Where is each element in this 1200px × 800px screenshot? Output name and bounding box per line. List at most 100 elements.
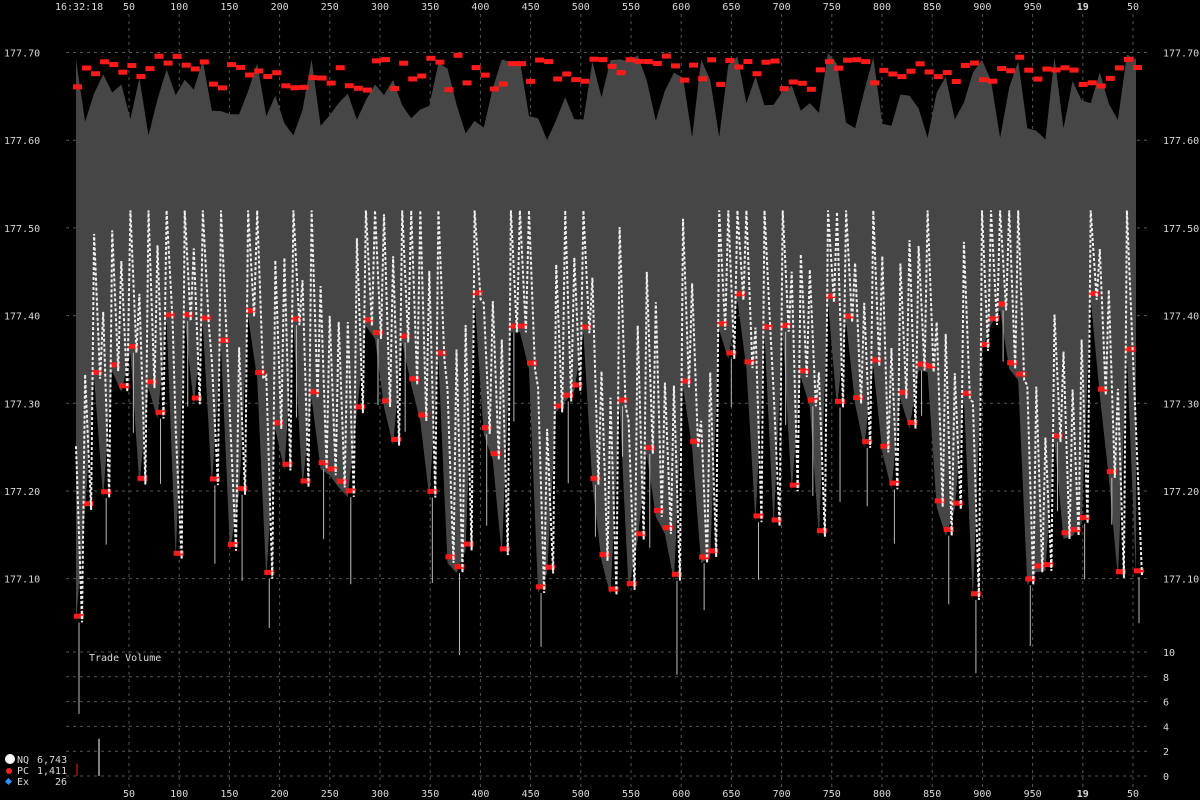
pc-low-marker bbox=[835, 398, 846, 404]
pc-top-marker bbox=[353, 85, 363, 91]
time-tick-label-bottom: 900 bbox=[973, 789, 991, 800]
volume-tick-label: 8 bbox=[1163, 673, 1169, 684]
pc-low-marker bbox=[554, 403, 565, 409]
pc-top-marker bbox=[761, 59, 771, 65]
price-tick-label-left: 177.50 bbox=[4, 224, 40, 235]
pc-top-marker bbox=[181, 62, 191, 68]
pc-top-marker bbox=[906, 68, 916, 74]
pc-low-marker bbox=[336, 478, 347, 484]
pc-low-marker bbox=[1007, 360, 1018, 366]
time-tick-label-bottom: 800 bbox=[873, 789, 891, 800]
volume-tick-label: 10 bbox=[1163, 648, 1175, 659]
pc-low-marker bbox=[798, 368, 809, 374]
pc-top-marker bbox=[1006, 68, 1016, 74]
pc-top-marker bbox=[535, 57, 545, 63]
price-tick-label-left: 177.60 bbox=[4, 136, 40, 147]
pc-top-marker bbox=[1087, 80, 1097, 86]
pc-low-marker bbox=[644, 445, 655, 451]
time-tick-label-top: 300 bbox=[371, 2, 389, 13]
pc-top-marker bbox=[507, 61, 517, 67]
pc-top-marker bbox=[834, 65, 844, 71]
price-tick-label-left: 177.70 bbox=[4, 49, 40, 60]
pc-low-marker bbox=[825, 293, 836, 299]
price-tick-label-right: 177.20 bbox=[1163, 487, 1199, 498]
time-tick-label-bottom: 250 bbox=[321, 789, 339, 800]
pc-top-marker bbox=[100, 59, 110, 65]
pc-top-marker bbox=[199, 59, 209, 65]
pc-low-marker bbox=[581, 324, 592, 330]
pc-low-marker bbox=[970, 591, 981, 597]
pc-low-marker bbox=[1034, 563, 1045, 569]
time-tick-label-top: 400 bbox=[471, 2, 489, 13]
time-tick-label-bottom: 700 bbox=[773, 789, 791, 800]
time-tick-label-top: 500 bbox=[572, 2, 590, 13]
time-tick-label-top: 750 bbox=[823, 2, 841, 13]
pc-low-marker bbox=[726, 350, 737, 356]
trade-drop-lines bbox=[78, 310, 1140, 714]
pc-top-marker bbox=[73, 84, 82, 90]
legend-pc-symbol: PC bbox=[17, 766, 29, 777]
pc-top-marker bbox=[172, 53, 182, 59]
pc-low-marker bbox=[110, 362, 121, 368]
pc-top-marker bbox=[725, 57, 735, 63]
pc-low-marker bbox=[653, 508, 664, 514]
time-tick-label-top: 250 bbox=[321, 2, 339, 13]
pc-low-marker bbox=[1043, 562, 1054, 568]
pc-low-marker bbox=[354, 404, 365, 410]
pc-low-marker bbox=[952, 500, 963, 506]
pc-top-marker bbox=[616, 70, 626, 76]
volume-tick-label: 0 bbox=[1163, 772, 1169, 783]
volume-panel: 10 8 6 4 2 0 bbox=[66, 648, 1175, 783]
pc-top-marker bbox=[698, 76, 708, 82]
pc-low-marker bbox=[119, 383, 130, 389]
pc-low-marker bbox=[237, 485, 248, 491]
pc-low-marker bbox=[789, 482, 800, 488]
pc-top-marker bbox=[308, 75, 318, 81]
pc-top-marker bbox=[997, 66, 1007, 72]
time-tick-label-top: 900 bbox=[973, 2, 991, 13]
pc-low-marker bbox=[1134, 568, 1144, 574]
pc-low-marker bbox=[943, 526, 954, 532]
legend: NQ 6,743 PC 1,411 Ex 26 bbox=[4, 754, 67, 788]
pc-low-marker bbox=[717, 321, 728, 327]
pc-top-marker bbox=[299, 84, 309, 90]
pc-low-marker bbox=[626, 581, 637, 587]
pc-top-marker bbox=[1069, 67, 1079, 73]
pc-low-marker bbox=[690, 438, 701, 444]
pc-top-marker bbox=[933, 74, 943, 80]
price-tick-label-left: 177.40 bbox=[4, 312, 40, 323]
pc-top-marker bbox=[471, 65, 481, 71]
time-tick-label-top: 450 bbox=[522, 2, 540, 13]
volume-tick-label: 2 bbox=[1163, 747, 1169, 758]
pc-top-marker bbox=[335, 65, 345, 71]
pc-low-marker bbox=[300, 478, 311, 484]
legend-ex-count: 26 bbox=[55, 777, 67, 788]
pc-low-marker bbox=[599, 552, 610, 558]
pc-top-marker bbox=[707, 57, 717, 63]
pc-low-marker bbox=[536, 584, 547, 590]
pc-low-marker bbox=[862, 439, 873, 445]
volume-tick-label: 4 bbox=[1163, 722, 1169, 733]
time-tick-label-top: 650 bbox=[722, 2, 740, 13]
pc-low-marker bbox=[1088, 291, 1099, 297]
pc-top-marker bbox=[236, 64, 246, 70]
pc-top-marker bbox=[824, 59, 834, 65]
time-tick-label-top: 350 bbox=[421, 2, 439, 13]
pc-top-marker bbox=[208, 81, 218, 87]
pc-top-marker bbox=[263, 74, 273, 80]
pc-top-marker bbox=[942, 70, 952, 76]
pc-top-marker bbox=[1133, 65, 1142, 71]
pc-low-marker bbox=[327, 466, 338, 472]
pc-low-marker bbox=[563, 392, 574, 398]
pc-low-marker bbox=[925, 363, 936, 369]
time-tick-label-bottom: 950 bbox=[1024, 789, 1042, 800]
pc-low-marker bbox=[681, 378, 692, 384]
time-tick-label-bottom: 200 bbox=[271, 789, 289, 800]
time-tick-label-bottom: 850 bbox=[923, 789, 941, 800]
pc-low-marker bbox=[400, 333, 411, 339]
time-tick-label-bottom: 600 bbox=[672, 789, 690, 800]
pc-top-marker bbox=[1051, 67, 1061, 73]
pc-low-marker bbox=[617, 397, 628, 403]
pc-top-marker bbox=[91, 71, 101, 77]
pc-low-marker bbox=[318, 460, 329, 466]
